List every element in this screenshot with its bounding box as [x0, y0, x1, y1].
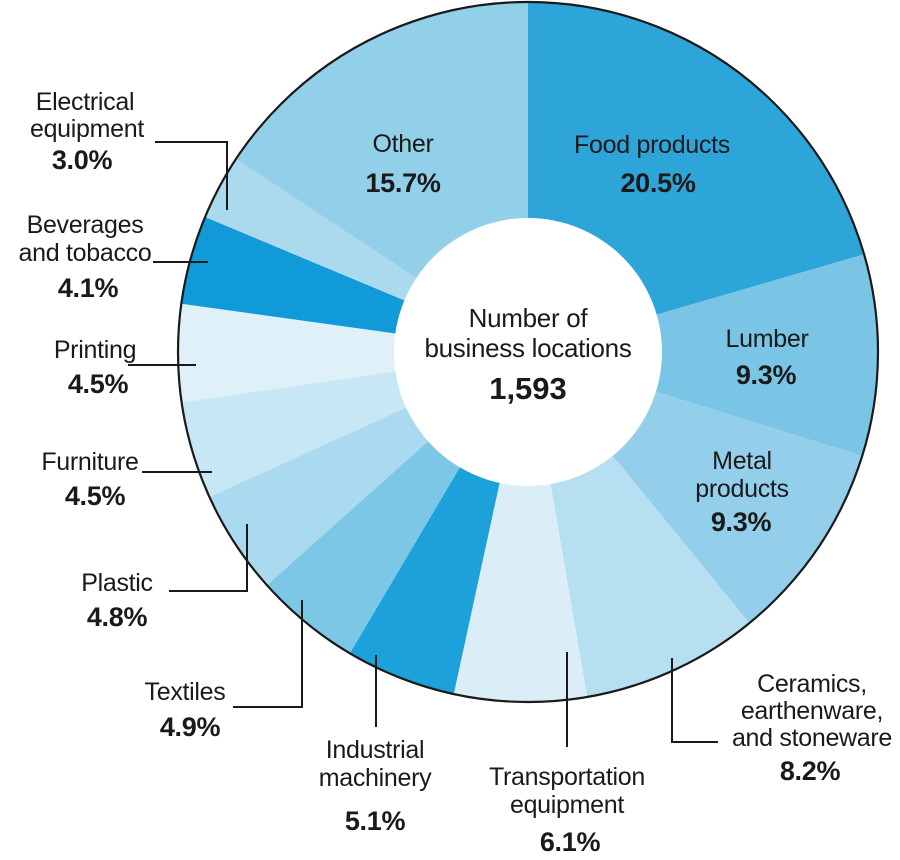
pct-printing: 4.5% [68, 369, 129, 399]
pct-other: 15.7% [365, 168, 440, 198]
slice-printing [178, 303, 528, 403]
slice-transportation-equipment [453, 352, 588, 703]
label-other-line1: Other [372, 130, 433, 158]
pct-industrial-machinery: 5.1% [345, 806, 406, 836]
leader-plastic [169, 524, 248, 592]
label-ceramics-earthenware-and-stoneware-line2: earthenware, [741, 697, 883, 725]
pct-ceramics-earthenware-and-stoneware: 8.2% [780, 756, 841, 786]
leader-textiles [233, 600, 303, 708]
label-textiles-line1: Textiles [145, 678, 226, 706]
leader-lines-layer [128, 141, 718, 747]
label-beverages-and-tobacco-line1: Beverages [27, 211, 144, 239]
label-beverages-and-tobacco-line2: and tobacco [19, 239, 152, 267]
slice-lumber [528, 254, 878, 456]
center-label-value: 1,593 [489, 371, 567, 406]
label-lumber-line1: Lumber [726, 325, 809, 353]
label-metal-products-line2: products [695, 475, 789, 503]
label-ceramics-earthenware-and-stoneware-line3: and stoneware [732, 724, 892, 752]
segment-labels-layer: Food products 20.5% Lumber 9.3% Metalproduct… [19, 88, 893, 857]
center-label-line2: business locations [424, 333, 631, 363]
label-transportation-equipment-line1: Transportation [489, 763, 645, 791]
label-industrial-machinery-line2: machinery [319, 764, 432, 792]
label-furniture-line1: Furniture [41, 448, 138, 476]
label-industrial-machinery-line1: Industrial [326, 736, 424, 764]
label-electrical-equipment-line1: Electrical [36, 88, 134, 116]
pct-furniture: 4.5% [65, 481, 126, 511]
label-ceramics-earthenware-and-stoneware-line1: Ceramics, [757, 670, 867, 698]
label-printing-line1: Printing [54, 336, 136, 364]
pct-plastic: 4.8% [87, 602, 148, 632]
pct-food-products: 20.5% [620, 168, 695, 198]
pie-outline [176, 0, 880, 704]
pct-textiles: 4.9% [160, 712, 221, 742]
pct-transportation-equipment: 6.1% [540, 827, 601, 857]
label-metal-products-line1: Metal [712, 447, 772, 475]
center-label-line1: Number of [469, 303, 589, 333]
label-transportation-equipment-line2: equipment [510, 791, 624, 819]
label-food-products-line1: Food products [574, 131, 730, 159]
label-electrical-equipment-line2: equipment [30, 115, 144, 143]
label-plastic-line1: Plastic [81, 569, 153, 597]
pct-beverages-and-tobacco: 4.1% [58, 273, 119, 303]
pct-metal-products: 9.3% [711, 507, 772, 537]
donut-hole [394, 218, 662, 486]
leader-ceramics-earthenware-and-stoneware [671, 658, 718, 743]
leader-electrical-equipment [155, 141, 228, 210]
pct-electrical-equipment: 3.0% [52, 145, 113, 175]
pct-lumber: 9.3% [736, 360, 797, 390]
center-label: Number of business locations 1,593 [424, 303, 632, 406]
